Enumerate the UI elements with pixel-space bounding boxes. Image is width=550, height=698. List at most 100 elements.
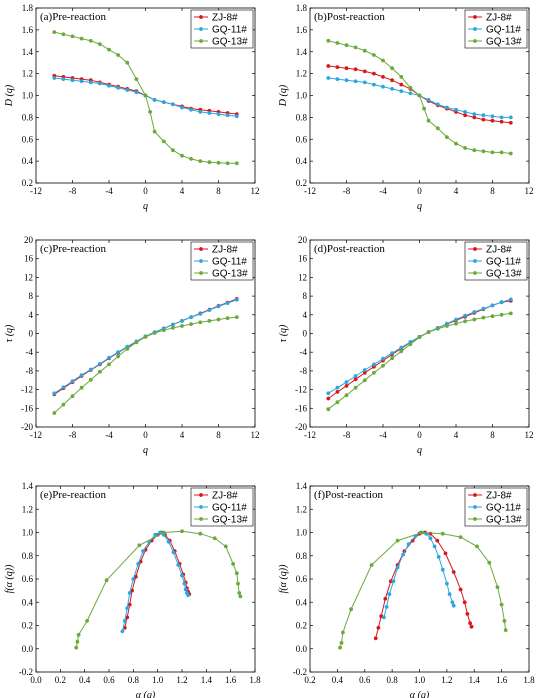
- legend-marker: [199, 39, 203, 43]
- data-point-gq-13: [503, 628, 508, 632]
- data-point-gq-11: [52, 76, 57, 80]
- panel-title: (b)Post-reaction: [314, 11, 385, 23]
- data-point-gq-13: [75, 639, 80, 644]
- data-point-gq-11: [445, 581, 449, 586]
- y-tick-label: 1.0: [22, 528, 34, 538]
- x-tick-label: -8: [343, 430, 351, 440]
- panel-title: (d)Post-reaction: [314, 243, 385, 255]
- y-tick-label: 1.0: [296, 91, 308, 101]
- data-point-gq-13: [338, 645, 342, 650]
- data-point-gq-13: [116, 354, 120, 359]
- data-point-gq-11: [481, 113, 486, 118]
- data-point-gq-11: [335, 385, 340, 390]
- legend-marker: [473, 505, 477, 509]
- data-point-gq-13: [472, 148, 477, 153]
- data-point-gq-13: [341, 630, 345, 635]
- x-tick-label: 1.6: [496, 675, 508, 685]
- data-point-gq-13: [143, 93, 148, 98]
- legend-label: ZJ-8#: [486, 245, 512, 256]
- data-point-gq-11: [372, 82, 376, 87]
- data-point-gq-13: [435, 126, 440, 131]
- data-point-gq-11: [499, 115, 504, 120]
- data-point-zj-8: [508, 120, 513, 125]
- data-point-gq-11: [234, 297, 239, 302]
- data-point-gq-13: [79, 36, 84, 41]
- data-point-gq-13: [237, 591, 242, 595]
- y-axis-label: f(α (q)): [4, 564, 15, 594]
- data-point-gq-13: [390, 356, 394, 361]
- data-point-gq-13: [152, 331, 157, 335]
- data-point-gq-13: [422, 106, 426, 111]
- data-point-gq-11: [176, 563, 181, 567]
- y-tick-label: 1.4: [296, 481, 308, 491]
- x-tick-label: 0: [143, 430, 148, 440]
- data-point-zj-8: [326, 64, 331, 68]
- y-tick-label: 8: [29, 291, 34, 301]
- data-point-gq-11: [180, 319, 184, 323]
- x-axis-label: q: [143, 201, 148, 212]
- data-point-gq-13: [408, 342, 413, 347]
- data-point-gq-11: [472, 112, 477, 116]
- data-point-gq-13: [74, 645, 79, 650]
- legend-label: GQ-13#: [486, 37, 522, 48]
- data-point-gq-11: [152, 98, 157, 102]
- legend-marker: [473, 247, 477, 251]
- y-axis-label: τ (q): [278, 324, 289, 342]
- data-point-gq-13: [495, 585, 500, 589]
- data-point-gq-13: [335, 41, 340, 45]
- data-point-zj-8: [373, 636, 378, 641]
- x-axis-label: q: [417, 445, 422, 456]
- x-tick-label: 0.0: [30, 675, 42, 685]
- data-point-zj-8: [458, 587, 463, 592]
- data-point-gq-11: [125, 606, 130, 610]
- data-point-gq-13: [445, 324, 449, 328]
- data-point-gq-13: [180, 529, 184, 534]
- y-tick-label: 0.2: [296, 178, 307, 188]
- y-tick-label: 0.8: [22, 112, 34, 122]
- data-point-zj-8: [125, 615, 130, 620]
- y-tick-label: -12: [295, 385, 307, 395]
- data-point-gq-13: [372, 370, 376, 375]
- y-tick-label: 0.6: [22, 134, 34, 144]
- data-point-zj-8: [353, 377, 358, 382]
- data-point-zj-8: [353, 67, 358, 72]
- data-point-zj-8: [472, 115, 477, 120]
- data-point-zj-8: [490, 118, 495, 123]
- data-point-zj-8: [390, 78, 394, 83]
- x-tick-label: -12: [30, 430, 42, 440]
- y-tick-label: 0.8: [22, 551, 34, 561]
- data-point-gq-13: [490, 150, 495, 155]
- y-axis-label: τ (q): [4, 324, 15, 342]
- x-axis-label: q: [417, 201, 422, 212]
- data-point-gq-13: [198, 159, 203, 164]
- x-tick-label: 0.2: [55, 675, 66, 685]
- data-point-zj-8: [376, 625, 381, 630]
- data-point-gq-11: [98, 81, 102, 86]
- data-point-gq-13: [52, 411, 57, 415]
- x-tick-label: 1.2: [176, 675, 187, 685]
- legend-marker: [473, 493, 477, 497]
- data-point-gq-13: [454, 321, 458, 326]
- legend-label: GQ-11#: [212, 503, 247, 514]
- x-tick-label: 12: [251, 430, 260, 440]
- data-point-gq-11: [79, 373, 84, 377]
- data-point-gq-11: [508, 115, 513, 120]
- data-point-gq-11: [107, 83, 111, 88]
- x-tick-label: 8: [490, 430, 495, 440]
- data-point-gq-13: [180, 153, 184, 158]
- x-tick-label: 4: [454, 186, 459, 196]
- data-point-gq-11: [326, 391, 331, 396]
- data-point-gq-13: [61, 402, 66, 407]
- data-point-gq-13: [225, 161, 230, 166]
- y-tick-label: 12: [24, 272, 33, 282]
- legend-label: GQ-13#: [486, 269, 522, 280]
- data-point-gq-13: [52, 30, 57, 34]
- y-tick-label: 1.4: [22, 47, 34, 57]
- data-point-gq-11: [387, 592, 392, 596]
- data-point-gq-11: [134, 90, 139, 95]
- series-line-gq-11: [121, 531, 189, 632]
- y-tick-label: 1.4: [296, 47, 308, 57]
- data-point-gq-11: [207, 111, 212, 115]
- data-point-gq-11: [344, 380, 349, 384]
- data-point-gq-11: [183, 587, 188, 592]
